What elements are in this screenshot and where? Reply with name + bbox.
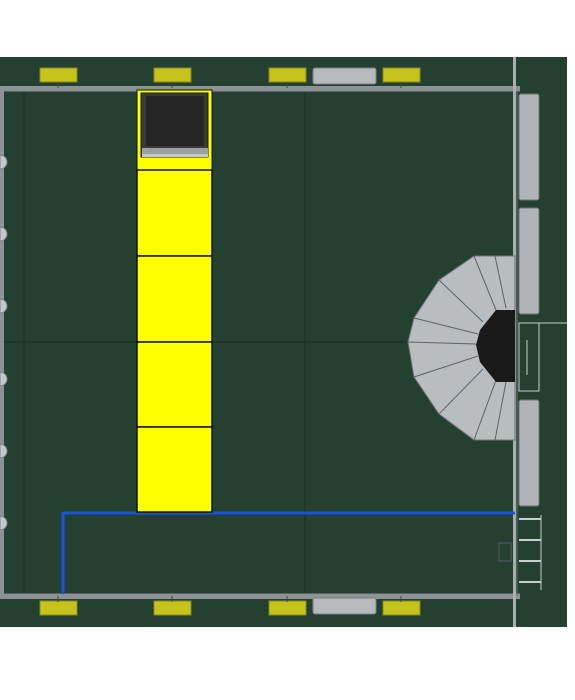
tape-line	[61, 511, 515, 594]
tile	[136, 341, 213, 428]
hub-body	[407, 255, 516, 441]
left-post	[0, 298, 8, 314]
top-marker	[268, 67, 307, 83]
bottom-marker	[268, 600, 307, 616]
central-hub	[407, 255, 516, 441]
top-markers	[39, 67, 421, 88]
bottom-gate	[312, 597, 377, 615]
left-post	[0, 443, 8, 459]
robot-base	[140, 92, 209, 158]
right-ladder	[519, 515, 542, 590]
hub-sectors	[407, 255, 507, 441]
top-wall	[0, 86, 520, 92]
right-panel	[518, 207, 540, 315]
top-gate	[312, 67, 377, 85]
bottom-marker	[153, 600, 192, 616]
right-connector	[518, 322, 567, 392]
hub-center	[476, 310, 515, 382]
left-post	[0, 515, 8, 531]
bottom-markers	[39, 596, 421, 616]
right-panels	[516, 92, 540, 596]
right-panel	[518, 399, 540, 507]
bottom-marker	[39, 600, 78, 616]
tile	[136, 255, 213, 343]
left-post	[0, 226, 8, 242]
left-post	[0, 371, 8, 387]
tile	[136, 169, 213, 257]
bottom-wall	[0, 593, 520, 599]
top-marker	[153, 67, 192, 83]
small-box	[498, 542, 512, 562]
left-post	[0, 154, 8, 170]
bottom-marker	[382, 600, 421, 616]
top-marker	[382, 67, 421, 83]
right-panel	[518, 93, 540, 201]
tile	[136, 426, 213, 513]
left-wall	[0, 86, 4, 599]
left-posts	[0, 154, 8, 531]
top-marker	[39, 67, 78, 83]
